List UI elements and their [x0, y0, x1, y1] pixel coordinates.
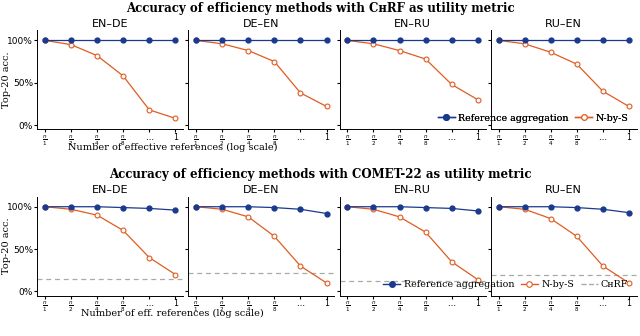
Title: DE–EN: DE–EN: [243, 185, 280, 195]
Text: Top-20 acc.: Top-20 acc.: [2, 218, 11, 275]
Text: Top-20 acc.: Top-20 acc.: [2, 51, 11, 108]
Title: EN–RU: EN–RU: [394, 19, 431, 29]
Legend: Reference aggregation, N-by-S: Reference aggregation, N-by-S: [434, 110, 632, 126]
Text: Accuracy of efficiency methods with CʜRF as utility metric: Accuracy of efficiency methods with CʜRF…: [125, 2, 515, 15]
Title: EN–RU: EN–RU: [394, 185, 431, 195]
Text: Number of effective references (log scale): Number of effective references (log scal…: [68, 143, 278, 152]
Title: RU–EN: RU–EN: [545, 19, 582, 29]
Title: EN–DE: EN–DE: [92, 185, 129, 195]
Legend: Reference aggregation, N-by-S, CʜRF: Reference aggregation, N-by-S, CʜRF: [380, 276, 632, 293]
Title: EN–DE: EN–DE: [92, 19, 129, 29]
Text: Number of eff. references (log scale): Number of eff. references (log scale): [81, 309, 264, 318]
Title: RU–EN: RU–EN: [545, 185, 582, 195]
Title: DE–EN: DE–EN: [243, 19, 280, 29]
Text: Accuracy of efficiency methods with COMET-22 as utility metric: Accuracy of efficiency methods with COME…: [109, 168, 531, 181]
